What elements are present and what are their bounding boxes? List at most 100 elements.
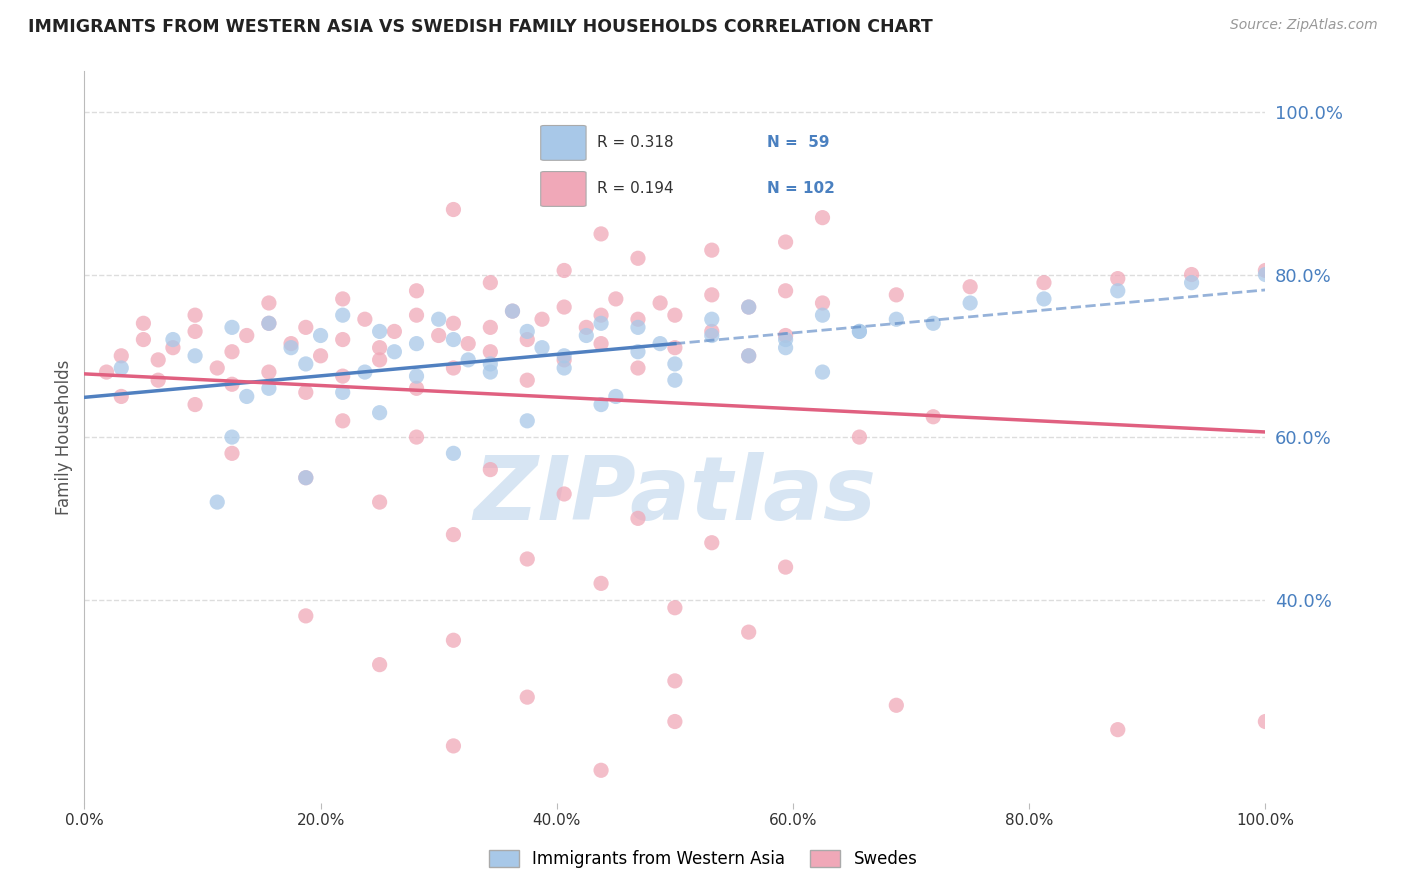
- Point: [479, 320, 502, 334]
- Point: [295, 608, 318, 623]
- Point: [236, 389, 259, 403]
- Point: [221, 320, 243, 334]
- Point: [1254, 268, 1277, 282]
- Point: [368, 352, 391, 367]
- Point: [368, 406, 391, 420]
- Point: [502, 304, 524, 318]
- Point: [332, 414, 354, 428]
- Point: [405, 381, 427, 395]
- Point: [221, 430, 243, 444]
- Point: [811, 296, 834, 310]
- Point: [738, 349, 761, 363]
- Point: [664, 308, 686, 322]
- Point: [700, 535, 723, 549]
- Point: [605, 292, 627, 306]
- Point: [775, 333, 797, 347]
- Point: [368, 341, 391, 355]
- Point: [516, 325, 538, 339]
- Point: [332, 385, 354, 400]
- Point: [479, 365, 502, 379]
- Point: [605, 389, 627, 403]
- Point: [479, 357, 502, 371]
- Point: [280, 341, 302, 355]
- Point: [664, 357, 686, 371]
- Point: [405, 336, 427, 351]
- Point: [516, 333, 538, 347]
- Point: [650, 336, 672, 351]
- Y-axis label: Family Households: Family Households: [55, 359, 73, 515]
- Point: [516, 690, 538, 705]
- Point: [1107, 284, 1129, 298]
- Point: [405, 369, 427, 384]
- Point: [295, 471, 318, 485]
- Point: [479, 344, 502, 359]
- Point: [886, 312, 908, 326]
- Point: [591, 398, 613, 412]
- Point: [738, 349, 761, 363]
- Point: [848, 325, 870, 339]
- Point: [516, 373, 538, 387]
- Point: [257, 316, 280, 330]
- Point: [1254, 263, 1277, 277]
- Point: [405, 430, 427, 444]
- Point: [221, 377, 243, 392]
- Point: [443, 361, 465, 376]
- Text: Source: ZipAtlas.com: Source: ZipAtlas.com: [1230, 18, 1378, 32]
- Point: [368, 325, 391, 339]
- Point: [591, 576, 613, 591]
- Point: [221, 446, 243, 460]
- Point: [443, 446, 465, 460]
- Point: [148, 373, 170, 387]
- Point: [148, 352, 170, 367]
- Text: ZIPatlas: ZIPatlas: [474, 452, 876, 539]
- Point: [553, 352, 575, 367]
- Point: [922, 409, 945, 424]
- Point: [427, 328, 450, 343]
- Point: [848, 325, 870, 339]
- Point: [207, 495, 229, 509]
- Point: [575, 320, 598, 334]
- Point: [738, 300, 761, 314]
- Point: [368, 657, 391, 672]
- Point: [443, 202, 465, 217]
- Point: [184, 349, 207, 363]
- Point: [738, 625, 761, 640]
- Point: [479, 276, 502, 290]
- Point: [848, 430, 870, 444]
- Point: [132, 333, 155, 347]
- Point: [627, 252, 650, 266]
- Point: [184, 308, 207, 322]
- Point: [96, 365, 118, 379]
- Point: [354, 365, 377, 379]
- Point: [591, 308, 613, 322]
- Point: [257, 365, 280, 379]
- Point: [295, 385, 318, 400]
- Point: [775, 284, 797, 298]
- Point: [775, 328, 797, 343]
- Point: [1254, 714, 1277, 729]
- Point: [309, 349, 332, 363]
- Point: [295, 320, 318, 334]
- Legend: Immigrants from Western Asia, Swedes: Immigrants from Western Asia, Swedes: [482, 843, 924, 875]
- Point: [959, 279, 981, 293]
- Point: [700, 328, 723, 343]
- Point: [1181, 268, 1204, 282]
- Point: [664, 341, 686, 355]
- Point: [405, 308, 427, 322]
- Point: [516, 552, 538, 566]
- Point: [257, 296, 280, 310]
- Point: [700, 325, 723, 339]
- Point: [1107, 723, 1129, 737]
- Point: [553, 263, 575, 277]
- Point: [502, 304, 524, 318]
- Point: [309, 328, 332, 343]
- Point: [280, 336, 302, 351]
- Point: [775, 235, 797, 249]
- Point: [591, 316, 613, 330]
- Point: [162, 341, 184, 355]
- Point: [922, 316, 945, 330]
- Point: [627, 312, 650, 326]
- Point: [332, 369, 354, 384]
- Point: [295, 471, 318, 485]
- Point: [886, 288, 908, 302]
